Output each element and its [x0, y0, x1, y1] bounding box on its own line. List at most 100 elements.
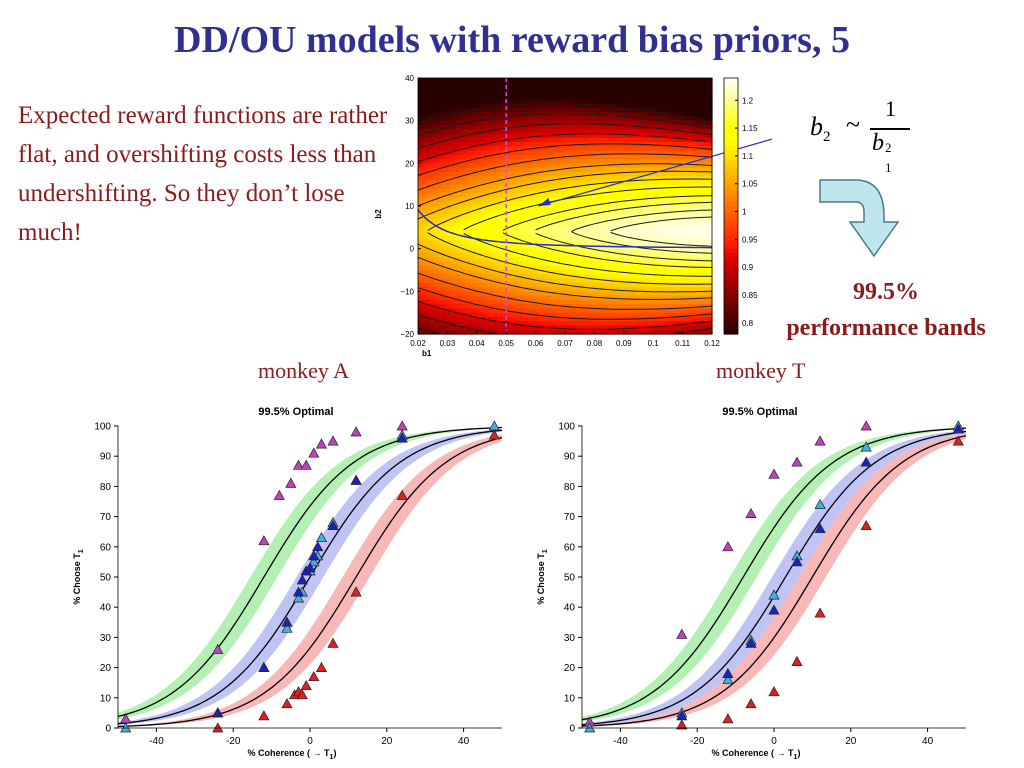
heatmap-cell [559, 86, 566, 92]
heatmap-cell [591, 124, 598, 130]
heatmap-cell [696, 103, 703, 109]
heatmap-cell [622, 180, 629, 186]
colorbar-cell [724, 99, 738, 105]
heatmap-cell [523, 116, 529, 122]
heatmap-cell [465, 282, 472, 288]
heatmap-cell [428, 206, 435, 211]
heatmap-cell [622, 312, 629, 318]
y-tick-label: 90 [100, 452, 112, 463]
heatmap-cell [496, 180, 503, 186]
heatmap-cell [491, 103, 498, 109]
heatmap-cell [596, 193, 603, 199]
heatmap-cell [643, 282, 650, 288]
heatmap-cell [617, 95, 624, 100]
heatmap-cell [701, 133, 708, 139]
heatmap-cell [444, 159, 451, 164]
heatmap-cell [454, 120, 461, 126]
heatmap-contour [417, 163, 713, 207]
heatmap-cell [460, 210, 466, 216]
heatmap-cell [596, 184, 603, 190]
heatmap-cell [685, 304, 692, 309]
heatmap-cell [538, 321, 545, 327]
heatmap-cell [460, 184, 466, 190]
heatmap-cell [559, 206, 566, 211]
heatmap-cell [591, 137, 598, 143]
heatmap-cell [439, 223, 445, 228]
heatmap-cell [586, 274, 592, 280]
heatmap-cell [643, 86, 650, 92]
heatmap-cell [649, 312, 655, 318]
heatmap-cell [454, 137, 461, 143]
heatmap-cell [680, 299, 687, 305]
heatmap-cell [659, 99, 666, 105]
data-point [327, 519, 339, 531]
heatmap-cell [649, 248, 655, 254]
heatmap-cell [481, 188, 487, 194]
heatmap-cell [481, 278, 487, 284]
heatmap-cell [544, 316, 550, 322]
heatmap-cell [523, 167, 529, 173]
heatmap-cell [475, 278, 482, 284]
heatmap-cell [706, 252, 713, 258]
heatmap-cell [491, 295, 498, 301]
heatmap-cell [649, 154, 655, 160]
heatmap-contour [417, 133, 713, 163]
heatmap-cell [664, 90, 671, 96]
heatmap-cell [549, 244, 556, 250]
heatmap-cell [549, 150, 556, 156]
heatmap-cell [460, 90, 466, 96]
colorbar-tick-label: 0.95 [742, 235, 758, 244]
heatmap-cell [685, 154, 692, 160]
heatmap-cell [675, 270, 682, 275]
heatmap-cell [670, 142, 676, 147]
heatmap-cell [439, 248, 445, 254]
heatmap-cell [544, 321, 550, 327]
heatmap-cell [444, 133, 451, 139]
heatmap-contour [417, 301, 713, 330]
heatmap-cell [628, 265, 634, 271]
heatmap-cell [559, 316, 566, 322]
heatmap-cell [691, 325, 697, 331]
heatmap-cell [454, 146, 461, 152]
heatmap-cell [517, 291, 524, 297]
heatmap-cell [428, 124, 435, 130]
heatmap-cell [554, 312, 561, 318]
heatmap-cell [486, 316, 493, 322]
heatmap-cell [439, 214, 445, 220]
x-tick-label: -40 [613, 736, 628, 747]
heatmap-cell [544, 95, 550, 100]
heatmap-cell [580, 231, 587, 237]
heatmap-cell [439, 261, 445, 267]
heatmap-cell [512, 248, 519, 254]
heatmap-cell [496, 287, 503, 292]
heatmap-x-tick-label: 0.02 [410, 339, 426, 348]
heatmap-cell [528, 295, 535, 301]
heatmap-cell [433, 201, 440, 207]
heatmap-cell [670, 210, 676, 216]
heatmap-cell [512, 197, 519, 203]
heatmap-cell [549, 82, 556, 88]
heatmap-cell [685, 159, 692, 164]
heatmap-cell [591, 107, 598, 113]
heatmap-cell [528, 176, 535, 181]
heatmap-cell [654, 137, 661, 143]
heatmap-cell [591, 201, 598, 207]
heatmap-cell [670, 120, 676, 126]
heatmap-cell [507, 274, 514, 280]
heatmap-cell [559, 120, 566, 126]
heatmap-cell [439, 120, 445, 126]
heatmap-cell [706, 171, 713, 177]
heatmap-cell [659, 129, 666, 135]
heatmap-cell [470, 206, 477, 211]
heatmap-cell [512, 265, 519, 271]
heatmap-cell [617, 304, 624, 309]
heatmap-cell [628, 206, 634, 211]
heatmap-cell [454, 112, 461, 117]
heatmap-cell [523, 146, 529, 152]
heatmap-cell [465, 150, 472, 156]
heatmap-cell [565, 142, 571, 147]
heatmap-cell [465, 231, 472, 237]
heatmap-cell [628, 218, 634, 224]
heatmap-cell [538, 197, 545, 203]
heatmap-cell [475, 295, 482, 301]
